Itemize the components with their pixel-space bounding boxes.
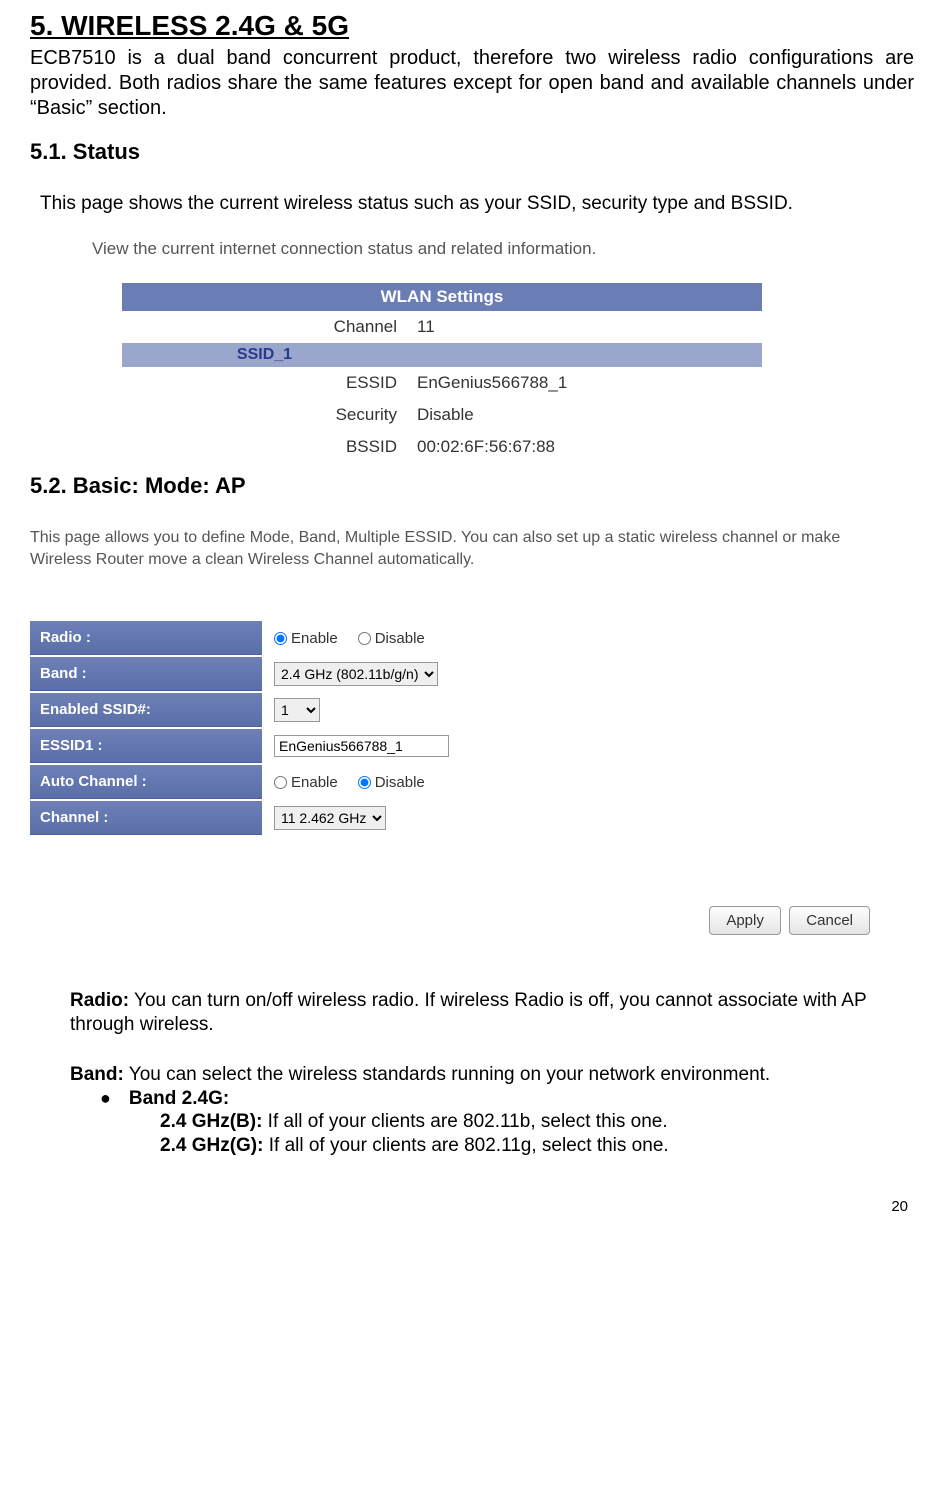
channel-label: Channel	[122, 311, 407, 343]
channel-select[interactable]: 11 2.462 GHz	[274, 806, 386, 830]
enabled-ssid-row-label: Enabled SSID#:	[30, 693, 262, 727]
radio-disable-input[interactable]	[358, 632, 371, 645]
wlan-header: WLAN Settings	[122, 283, 762, 311]
bssid-label: BSSID	[122, 431, 407, 463]
cancel-button[interactable]: Cancel	[789, 906, 870, 935]
channel-value: 11	[407, 311, 762, 343]
autoch-disable-text: Disable	[375, 774, 425, 791]
essid1-input[interactable]	[274, 735, 449, 757]
page-number: 20	[30, 1198, 914, 1215]
status-panel-caption: View the current internet connection sta…	[92, 239, 852, 259]
autoch-disable-input[interactable]	[358, 776, 371, 789]
apply-button[interactable]: Apply	[709, 906, 781, 935]
radio-enable-input[interactable]	[274, 632, 287, 645]
ghz-b-lead: 2.4 GHz(B):	[160, 1111, 262, 1132]
section-5-2-heading: 5.2. Basic: Mode: AP	[30, 473, 914, 499]
ghz-g-line: 2.4 GHz(G): If all of your clients are 8…	[160, 1134, 914, 1158]
band-24g-bullet: ● Band 2.4G:	[100, 1088, 914, 1110]
radio-row-label: Radio :	[30, 621, 262, 655]
security-label: Security	[122, 399, 407, 431]
ghz-g-lead: 2.4 GHz(G):	[160, 1135, 263, 1156]
band-select[interactable]: 2.4 GHz (802.11b/g/n)	[274, 662, 438, 686]
cfg-row-essid1: ESSID1 :	[30, 728, 890, 764]
band-row-label: Band :	[30, 657, 262, 691]
autoch-enable-input[interactable]	[274, 776, 287, 789]
channel-row-label: Channel :	[30, 801, 262, 835]
radio-enable-option[interactable]: Enable	[274, 630, 338, 647]
radio-text: You can turn on/off wireless radio. If w…	[70, 990, 866, 1035]
status-description: This page shows the current wireless sta…	[40, 193, 914, 215]
band-paragraph: Band: You can select the wireless standa…	[70, 1063, 914, 1087]
essid-label: ESSID	[122, 367, 407, 399]
radio-lead: Radio:	[70, 990, 129, 1011]
security-value: Disable	[407, 399, 762, 431]
section-5-1-heading: 5.1. Status	[30, 139, 914, 165]
band-24g-label: Band 2.4G:	[129, 1088, 229, 1110]
band-lead: Band:	[70, 1064, 124, 1085]
radio-disable-option[interactable]: Disable	[358, 630, 425, 647]
cfg-row-auto-channel: Auto Channel : Enable Disable	[30, 764, 890, 800]
essid1-row-label: ESSID1 :	[30, 729, 262, 763]
wlan-settings-table: WLAN Settings Channel 11 SSID_1 ESSID En…	[122, 283, 762, 463]
status-panel: View the current internet connection sta…	[92, 239, 852, 463]
page-title: 5. WIRELESS 2.4G & 5G	[30, 10, 914, 42]
radio-disable-text: Disable	[375, 630, 425, 647]
ghz-g-text: If all of your clients are 802.11g, sele…	[263, 1135, 668, 1156]
enabled-ssid-select[interactable]: 1	[274, 698, 320, 722]
ssid-band-label: SSID_1	[122, 343, 407, 367]
autoch-enable-option[interactable]: Enable	[274, 774, 338, 791]
essid-value: EnGenius566788_1	[407, 367, 762, 399]
ghz-b-text: If all of your clients are 802.11b, sele…	[262, 1111, 667, 1132]
bssid-value: 00:02:6F:56:67:88	[407, 431, 762, 463]
radio-enable-text: Enable	[291, 630, 338, 647]
radio-paragraph: Radio: You can turn on/off wireless radi…	[70, 989, 914, 1037]
autoch-disable-option[interactable]: Disable	[358, 774, 425, 791]
button-row: Apply Cancel	[30, 906, 870, 935]
ap-panel-caption: This page allows you to define Mode, Ban…	[30, 527, 890, 570]
intro-paragraph: ECB7510 is a dual band concurrent produc…	[30, 46, 914, 121]
cfg-row-enabled-ssid: Enabled SSID#: 1	[30, 692, 890, 728]
auto-channel-row-label: Auto Channel :	[30, 765, 262, 799]
cfg-row-radio: Radio : Enable Disable	[30, 620, 890, 656]
basic-ap-panel: This page allows you to define Mode, Ban…	[30, 527, 890, 935]
body-text-block: Radio: You can turn on/off wireless radi…	[70, 989, 914, 1158]
ghz-b-line: 2.4 GHz(B): If all of your clients are 8…	[160, 1110, 914, 1134]
bullet-icon: ●	[100, 1088, 111, 1110]
cfg-row-channel: Channel : 11 2.462 GHz	[30, 800, 890, 836]
ssid-band-spacer	[407, 343, 762, 367]
cfg-row-band: Band : 2.4 GHz (802.11b/g/n)	[30, 656, 890, 692]
autoch-enable-text: Enable	[291, 774, 338, 791]
band-text: You can select the wireless standards ru…	[124, 1064, 770, 1085]
